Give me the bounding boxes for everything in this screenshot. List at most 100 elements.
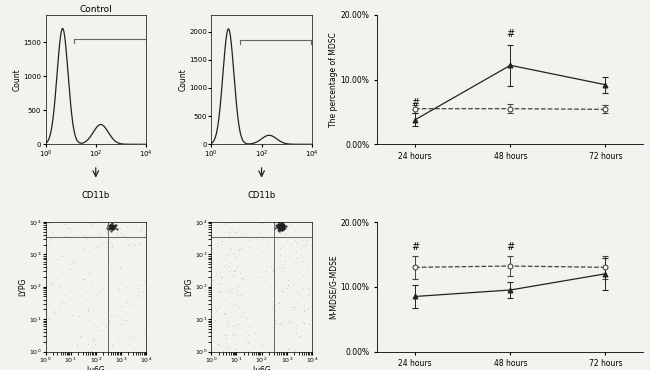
Point	[274, 222, 285, 228]
Point	[47, 318, 58, 324]
Point	[271, 320, 281, 326]
Point	[290, 347, 300, 353]
Point	[138, 278, 149, 284]
Point	[216, 238, 226, 244]
Title: Control: Control	[79, 5, 112, 14]
Point	[276, 226, 286, 232]
Point	[120, 329, 131, 334]
Point	[278, 225, 289, 231]
Point	[216, 260, 226, 266]
Point	[77, 245, 88, 250]
Point	[250, 329, 261, 335]
Point	[244, 324, 254, 330]
Point	[114, 303, 125, 309]
Point	[109, 225, 119, 231]
Point	[274, 223, 285, 229]
Point	[108, 270, 118, 276]
Point	[103, 222, 113, 228]
Point	[288, 307, 298, 313]
Point	[274, 224, 285, 230]
Point	[257, 273, 268, 279]
Point	[276, 223, 287, 229]
Point	[274, 226, 285, 232]
Point	[278, 222, 288, 228]
Point	[277, 226, 287, 232]
Point	[83, 341, 94, 347]
Point	[276, 220, 286, 226]
Point	[134, 267, 144, 273]
Point	[125, 240, 136, 246]
Point	[290, 238, 300, 243]
Point	[277, 224, 287, 230]
Point	[274, 223, 284, 229]
Point	[91, 324, 101, 330]
Point	[244, 339, 254, 345]
Point	[47, 330, 57, 336]
Point	[218, 297, 229, 303]
Point	[301, 241, 311, 247]
Point	[224, 229, 234, 235]
Point	[57, 263, 68, 269]
Point	[279, 224, 289, 230]
Point	[235, 245, 245, 251]
Point	[107, 223, 117, 229]
Point	[272, 236, 283, 242]
Point	[211, 270, 221, 276]
Point	[47, 229, 57, 235]
Point	[294, 333, 304, 339]
Text: CD11b: CD11b	[82, 191, 110, 200]
Point	[243, 340, 254, 346]
Point	[108, 223, 118, 229]
Point	[274, 300, 284, 306]
Point	[113, 337, 124, 343]
Point	[107, 224, 118, 230]
Point	[57, 318, 68, 324]
Point	[221, 261, 231, 267]
Point	[278, 224, 288, 230]
Point	[257, 249, 268, 255]
Point	[53, 347, 64, 353]
Point	[123, 242, 133, 248]
Point	[237, 313, 247, 319]
Point	[214, 280, 225, 286]
Point	[263, 299, 274, 305]
Point	[231, 263, 242, 269]
Point	[278, 330, 288, 336]
Point	[261, 225, 271, 231]
Point	[304, 321, 315, 327]
Point	[72, 342, 82, 348]
Point	[278, 221, 288, 227]
Point	[220, 332, 231, 337]
Point	[294, 275, 304, 281]
Point	[276, 225, 287, 231]
Point	[209, 317, 220, 323]
Point	[306, 235, 317, 241]
Point	[207, 324, 218, 330]
Point	[118, 233, 129, 239]
Point	[94, 289, 105, 295]
Point	[273, 224, 283, 230]
Point	[116, 251, 126, 257]
Point	[276, 224, 286, 230]
Point	[226, 260, 236, 266]
Point	[284, 275, 294, 281]
Point	[75, 333, 85, 339]
Point	[278, 288, 288, 294]
Point	[275, 225, 285, 231]
Point	[137, 254, 148, 260]
Point	[55, 307, 66, 313]
Point	[84, 253, 95, 259]
Point	[79, 247, 89, 253]
Point	[127, 334, 137, 340]
Point	[104, 222, 114, 228]
Point	[280, 279, 290, 285]
Point	[115, 265, 125, 271]
Point	[107, 223, 118, 229]
Point	[276, 223, 287, 229]
Text: #: #	[506, 242, 514, 252]
Point	[127, 256, 138, 262]
Point	[274, 265, 284, 271]
Point	[106, 224, 116, 230]
Point	[229, 332, 239, 337]
Point	[292, 322, 303, 327]
